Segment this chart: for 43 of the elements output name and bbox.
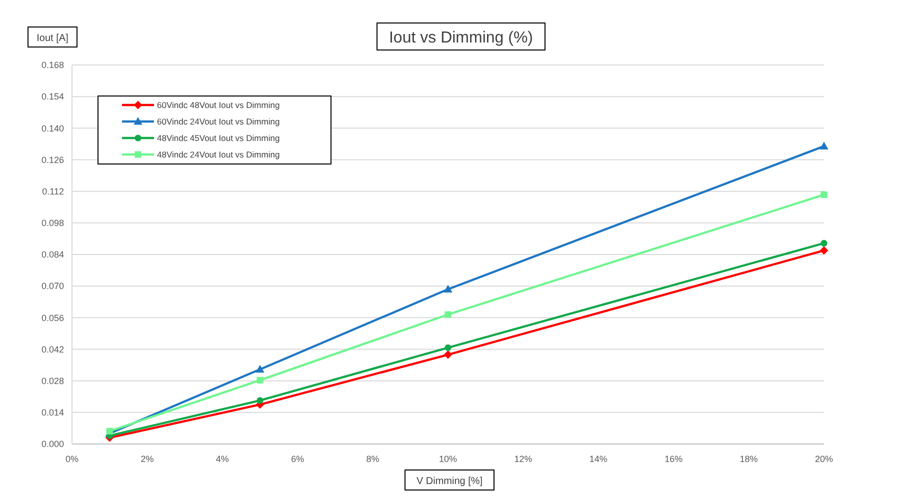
x-axis-title: V Dimming [%] <box>416 476 483 487</box>
y-tick-label: 0.154 <box>41 92 64 102</box>
x-tick-label: 4% <box>216 454 229 464</box>
y-tick-label: 0.028 <box>41 376 64 386</box>
legend-label: 48Vindc 45Vout Iout vs Dimming <box>157 132 280 143</box>
point <box>820 142 828 150</box>
x-tick-label: 6% <box>291 454 304 464</box>
point <box>256 397 264 404</box>
y-tick-label: 0.112 <box>42 186 64 196</box>
point <box>444 344 452 351</box>
point <box>444 285 452 293</box>
legend-label: 60Vindc 48Vout Iout vs Dimming <box>157 100 280 110</box>
point <box>256 365 264 373</box>
point <box>256 376 264 384</box>
x-tick-label: 16% <box>664 454 683 464</box>
x-tick-label: 20% <box>814 454 834 464</box>
point <box>444 350 452 359</box>
x-tick-label: 14% <box>589 454 608 464</box>
chart-title: Iout vs Dimming (%) <box>388 30 534 46</box>
point <box>820 240 828 247</box>
y-tick-label: 0.070 <box>41 281 64 292</box>
x-tick-label: 0% <box>65 454 79 464</box>
x-tick-label: 2% <box>140 454 154 464</box>
y-tick-label: 0.056 <box>41 312 64 323</box>
y-tick-label: 0.014 <box>41 408 64 418</box>
point <box>444 311 452 318</box>
y-tick-label: 0.084 <box>41 250 64 260</box>
point <box>820 191 828 198</box>
point <box>820 246 828 254</box>
x-tick-label: 12% <box>514 454 532 464</box>
point <box>106 428 113 434</box>
y-tick-label: 0.126 <box>41 154 64 165</box>
y-tick-label: 0.098 <box>41 218 64 228</box>
x-tick-label: 8% <box>366 454 380 464</box>
y-axis-title: Iout [A] <box>36 33 69 44</box>
y-tick-label: 0.000 <box>41 439 64 450</box>
legend-label: 48Vindc 24Vout Iout vs Dimming <box>157 149 280 160</box>
y-tick-label: 0.168 <box>41 60 64 70</box>
y-tick-label: 0.042 <box>41 344 64 354</box>
y-tick-label: 0.140 <box>41 123 64 134</box>
legend-label: 60Vindc 24Vout Iout vs Dimming <box>157 116 280 126</box>
x-tick-label: 10% <box>438 454 458 464</box>
x-tick-label: 18% <box>740 454 758 464</box>
